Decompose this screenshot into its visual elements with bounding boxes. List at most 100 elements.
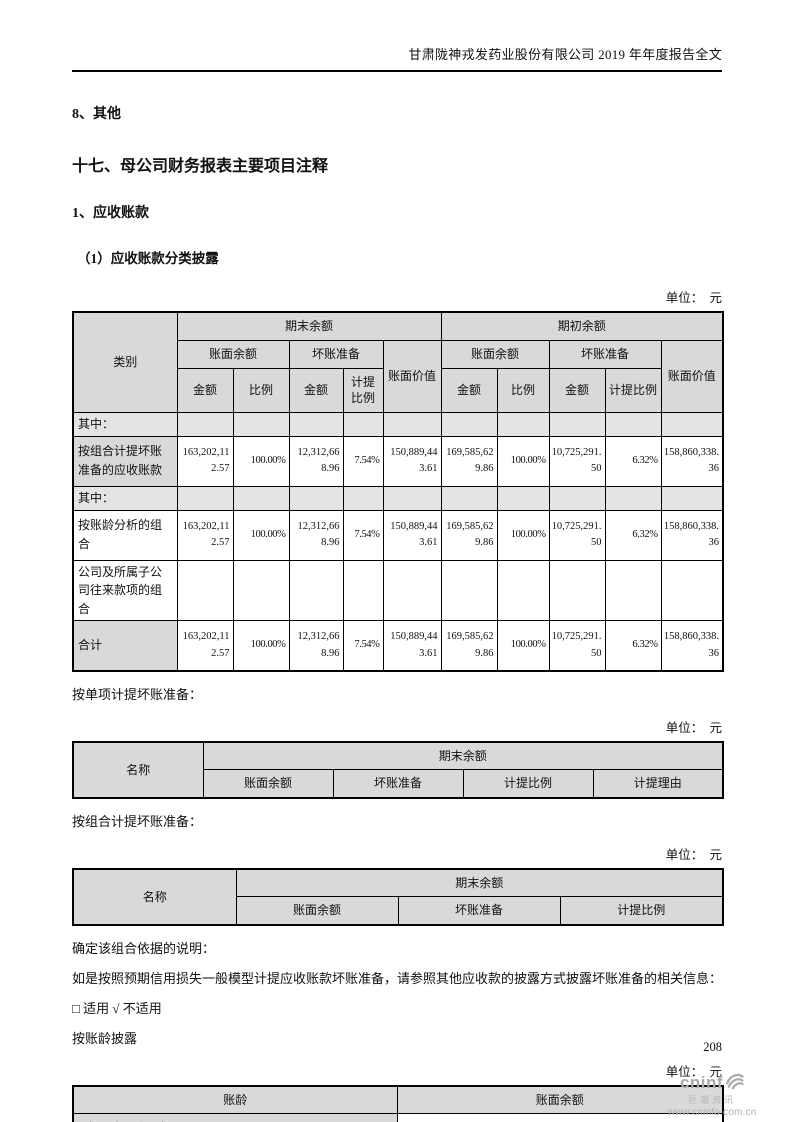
table-cell (232, 559, 290, 622)
col-book-balance: 账面余额 (396, 1085, 724, 1115)
table-cell (660, 411, 724, 437)
table-cell: 12,312,668.96 (288, 435, 344, 487)
col-ratio: 比例 (232, 367, 290, 413)
table-cell (342, 559, 384, 622)
table-cell (382, 559, 442, 622)
col-category: 类别 (72, 311, 178, 413)
col-provision-ratio: 计提比例 (462, 769, 594, 799)
table-cell: 100.00% (496, 509, 550, 561)
table-cell (548, 559, 606, 622)
table-cell: 7.54% (342, 620, 384, 672)
table-cell: 10,725,291.50 (548, 435, 606, 487)
table-header-row: 账面余额 坏账准备 账面价值 账面余额 坏账准备 账面价值 (73, 339, 724, 413)
col-bad-debt: 坏账准备 (548, 339, 662, 369)
table-cell: 150,889,443.61 (382, 435, 442, 487)
table-cell: 169,585,629.86 (440, 620, 498, 672)
col-book-balance: 账面余额 (235, 896, 399, 926)
table-cell: 150,889,443.61 (382, 620, 442, 672)
heading-accounts-receivable: 1、应收账款 (72, 206, 149, 221)
heading-parent-company-notes: 十七、母公司财务报表主要项目注释 (72, 158, 329, 175)
col-book-balance: 账面余额 (202, 769, 334, 799)
table-cell (440, 559, 498, 622)
col-provision-ratio: 计提比例 (559, 896, 724, 926)
col-ratio: 比例 (496, 367, 550, 413)
table-cell (496, 485, 550, 511)
table-cell: 6.32% (604, 435, 662, 487)
row-label: 公司及所属子公司往来款项的组合 (72, 559, 178, 622)
aging-table: 账龄 账面余额 1 年以内（含 1 年） 123,145,776.34 (72, 1084, 724, 1122)
col-provision-reason: 计提理由 (592, 769, 724, 799)
group-period-end: 期末余额 (235, 868, 724, 898)
table-cell (604, 485, 662, 511)
col-bad-debt: 坏账准备 (397, 896, 561, 926)
note-basis: 确定该组合依据的说明： (72, 940, 216, 956)
table-header-row: 类别 期末余额 期初余额 (72, 311, 724, 413)
cninfo-logo: cninf 巨潮资讯 www.cninfo.com.cn (653, 1072, 771, 1118)
row-label: 1 年以内（含 1 年） (72, 1113, 398, 1122)
table-cell: 163,202,112.57 (176, 620, 234, 672)
heading-ar-classification: （1）应收账款分类披露 (77, 251, 219, 266)
col-provision-ratio: 计提比例 (604, 367, 662, 413)
table-cell (548, 411, 606, 437)
table-cell: 6.32% (604, 620, 662, 672)
ar-classification-table: 类别 期末余额 期初余额 账面余额 坏账准备 账面价值 账面余额 坏账准备 账面… (72, 311, 725, 672)
table-cell: 100.00% (232, 435, 290, 487)
unit-label: 单位： 元 (665, 1064, 722, 1079)
table-cell (496, 411, 550, 437)
table-cell: 7.54% (342, 435, 384, 487)
row-label: 合计 (72, 620, 178, 672)
table-cell (342, 485, 384, 511)
table-cell: 7.54% (342, 509, 384, 561)
table-row: 按组合计提坏账准备的应收账款 163,202,112.57 100.00% 12… (72, 435, 724, 487)
unit-label: 单位： 元 (665, 720, 722, 735)
col-name: 名称 (72, 868, 237, 926)
note-ecl: 如是按照预期信用损失一般模型计提应收账款坏账准备，请参照其他应收款的披露方式披露… (72, 970, 723, 986)
col-carrying-value: 账面价值 (660, 339, 724, 413)
table-header-row: 金额 比例 金额 计提比例 金额 比例 金额 计提比例 (73, 367, 723, 413)
cninfo-chinese-name: 巨潮资讯 (687, 1095, 736, 1106)
table-cell: 169,585,629.86 (440, 435, 498, 487)
table-cell: 12,312,668.96 (288, 509, 344, 561)
table-header-row: 名称 期末余额 (72, 741, 724, 799)
unit-label: 单位： 元 (665, 847, 722, 862)
note-aging-disclosure: 按账龄披露 (72, 1030, 138, 1046)
table-cell: 100.00% (232, 509, 290, 561)
table-cell: 150,889,443.61 (382, 509, 442, 561)
table-cell (440, 485, 498, 511)
table-cell (496, 559, 550, 622)
table-cell: 158,860,338.36 (660, 509, 724, 561)
note-group-provision: 按组合计提坏账准备： (72, 813, 203, 829)
table-cell (382, 485, 442, 511)
row-label: 按账龄分析的组合 (72, 509, 178, 561)
single-provision-table: 名称 期末余额 账面余额 坏账准备 计提比例 计提理由 (72, 740, 725, 799)
table-cell (176, 485, 234, 511)
table-row: 公司及所属子公司往来款项的组合 (72, 559, 724, 622)
table-row: 其中： (72, 485, 724, 511)
group-provision-table: 名称 期末余额 账面余额 坏账准备 计提比例 (72, 867, 725, 926)
table-header-row: 名称 期末余额 (72, 868, 724, 926)
table-cell: 100.00% (496, 435, 550, 487)
table-row: 按账龄分析的组合 163,202,112.57 100.00% 12,312,6… (72, 509, 724, 561)
col-bad-debt: 坏账准备 (288, 339, 384, 369)
table-cell (232, 485, 290, 511)
col-name: 名称 (72, 741, 204, 799)
table-row-total: 合计 163,202,112.57 100.00% 12,312,668.96 … (72, 620, 724, 672)
row-label: 其中： (72, 485, 178, 511)
group-period-end: 期末余额 (176, 311, 442, 341)
table-header-row: 账龄 账面余额 (72, 1085, 724, 1115)
col-amount: 金额 (548, 367, 606, 413)
cninfo-swirl-icon (725, 1072, 744, 1094)
table-cell: 12,312,668.96 (288, 620, 344, 672)
note-single-provision: 按单项计提坏账准备： (72, 686, 203, 702)
table-row: 1 年以内（含 1 年） 123,145,776.34 (72, 1113, 724, 1122)
table-cell: 100.00% (496, 620, 550, 672)
col-aging: 账龄 (72, 1085, 398, 1115)
table-header-row: 账面余额 坏账准备 计提比例 计提理由 (73, 769, 724, 799)
table-cell (176, 411, 234, 437)
table-cell (548, 485, 606, 511)
group-period-end: 期末余额 (202, 741, 724, 771)
table-cell (604, 411, 662, 437)
table-cell (660, 485, 724, 511)
table-row: 其中： (72, 411, 724, 437)
table-cell: 163,202,112.57 (176, 509, 234, 561)
